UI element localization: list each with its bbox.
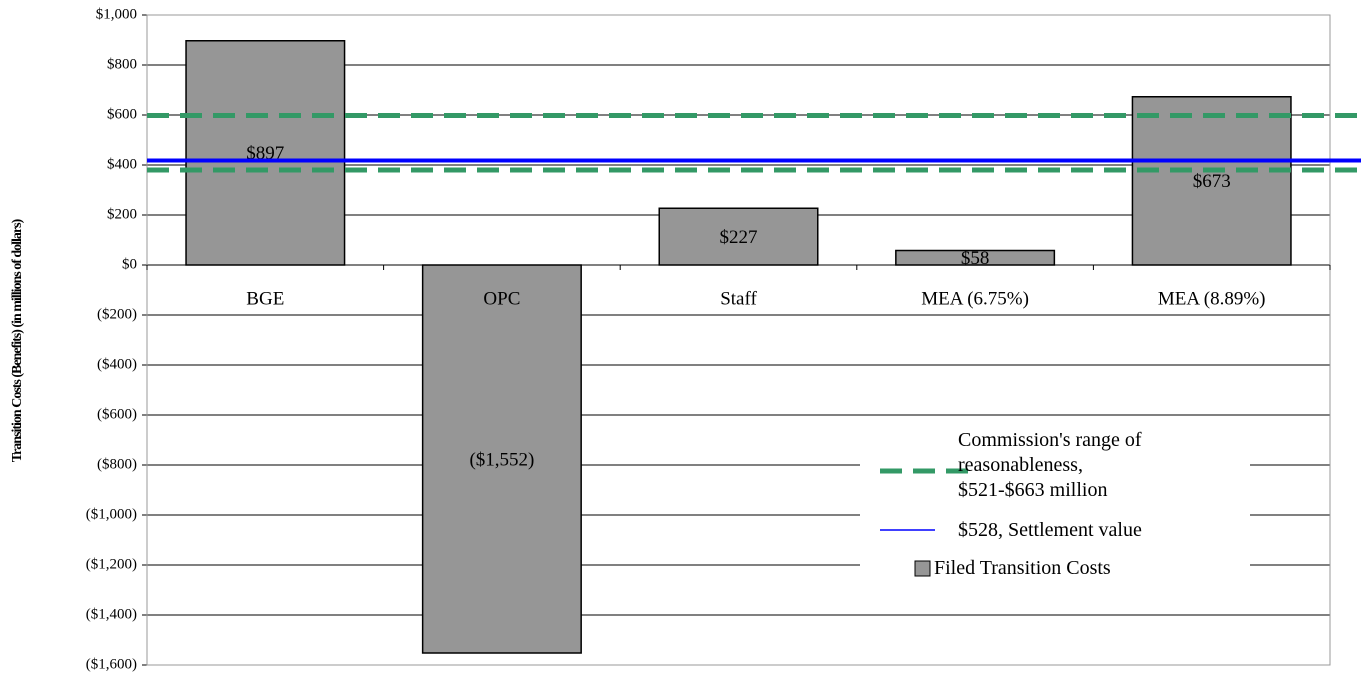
value-label: $227	[720, 227, 758, 248]
bar	[895, 249, 1056, 266]
y-tick-label: ($200)	[97, 306, 137, 322]
legend-box	[860, 425, 1250, 585]
y-tick-label: ($1,200)	[86, 556, 137, 572]
plot-border	[146, 14, 1331, 666]
value-label: ($1,552)	[469, 449, 534, 470]
y-axis-label: Transition Costs (Benefits) (in millions…	[10, 218, 25, 462]
x-tick-label: OPC	[483, 288, 520, 309]
bar	[1131, 96, 1292, 266]
value-label: $673	[1193, 171, 1231, 192]
bar	[185, 40, 346, 266]
y-tick-label: $1,000	[96, 6, 137, 22]
y-tick-label: ($400)	[97, 356, 137, 372]
legend-label: Commission's range of reasonableness, $5…	[958, 429, 1142, 501]
y-tick-label: ($1,400)	[86, 606, 137, 622]
y-tick-label: ($600)	[97, 406, 137, 422]
legend-text: Commission's range of reasonableness, $5…	[958, 429, 1142, 501]
legend-label: $528, Settlement value	[958, 519, 1142, 541]
x-tick-label: MEA (6.75%)	[921, 288, 1029, 309]
legend-text: $528, Settlement value	[958, 519, 1142, 541]
y-tick-label: ($1,000)	[86, 506, 137, 522]
y-tick-label: ($1,600)	[86, 656, 137, 672]
legend-label: Filed Transition Costs	[934, 557, 1111, 579]
value-label: $58	[961, 248, 990, 269]
bar	[658, 207, 819, 266]
y-tick-label: $0	[122, 256, 137, 272]
legend-swatch	[914, 560, 931, 577]
y-tick-label: $600	[107, 106, 137, 122]
x-tick-label: MEA (8.89%)	[1158, 288, 1266, 309]
x-tick-label: Staff	[720, 288, 757, 309]
y-tick-label: $200	[107, 206, 137, 222]
y-tick-label: ($800)	[97, 456, 137, 472]
legend-text: Filed Transition Costs	[934, 557, 1111, 579]
y-tick-label: $400	[107, 156, 137, 172]
bar	[421, 264, 582, 654]
y-tick-label: $800	[107, 56, 137, 72]
x-tick-label: BGE	[246, 288, 284, 309]
